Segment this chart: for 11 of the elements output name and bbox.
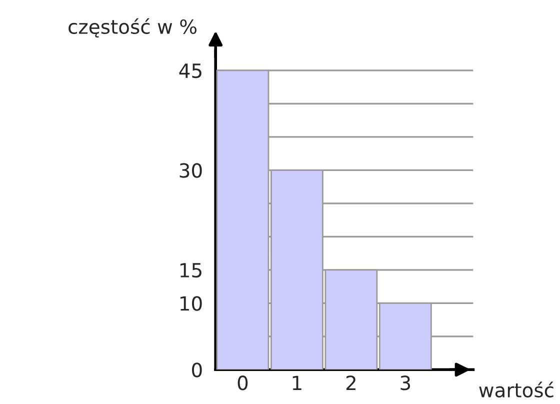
x-tick-label: 0: [238, 376, 248, 390]
y-axis-title: częstość w %: [68, 18, 196, 38]
y-tick-label: 45: [179, 64, 202, 78]
x-tick-label: 3: [400, 376, 410, 390]
x-tick-label: 1: [292, 376, 302, 390]
x-axis-title: wartość: [479, 382, 554, 398]
y-tick-label: 30: [180, 163, 202, 178]
y-tick-label: 10: [180, 296, 202, 311]
y-tick-label: 0: [192, 362, 202, 378]
y-tick-label: 15: [180, 263, 202, 278]
x-tick-label: 2: [346, 376, 356, 390]
